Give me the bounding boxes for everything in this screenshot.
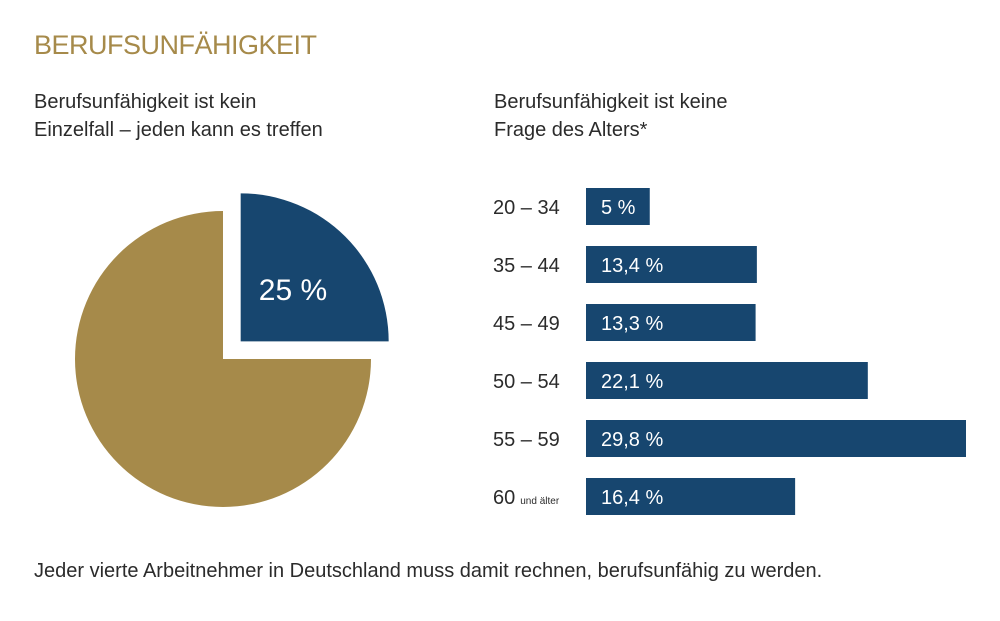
bar-5: [586, 478, 796, 515]
bar-value-label: 29,8 %: [601, 429, 663, 451]
bar-2: [586, 304, 756, 341]
bar-category-label: 35 – 44: [493, 255, 560, 277]
pie-title-line-2: Einzelfall – jeden kann es treffen: [34, 119, 323, 141]
pie-slice-berufsunfähig: [240, 193, 389, 342]
bar-category-label: 50 – 54: [493, 371, 560, 393]
bar-value-label: 16,4 %: [601, 487, 663, 509]
bar-category-suffix: und älter: [520, 496, 560, 507]
bar-category-label: 60 und älter: [493, 487, 560, 509]
pie-chart-title: Berufsunfähigkeit ist kein Einzelfall – …: [34, 88, 323, 144]
bar-chart-title: Berufsunfähigkeit ist keine Frage des Al…: [494, 88, 727, 144]
bar-4: [586, 420, 966, 457]
bar-value-label: 22,1 %: [601, 371, 663, 393]
bar-category-label: 20 – 34: [493, 197, 560, 219]
bar-category-label: 45 – 49: [493, 313, 560, 335]
bar-title-line-1: Berufsunfähigkeit ist keine: [494, 91, 728, 113]
bar-value-label: 5 %: [601, 197, 636, 219]
bar-title-line-2: Frage des Alters*: [494, 119, 648, 141]
bar-value-label: 13,3 %: [601, 313, 663, 335]
bar-value-label: 13,4 %: [601, 255, 663, 277]
bar-3: [586, 362, 868, 399]
pie-slice-rest: [75, 211, 371, 507]
footer-note: Jeder vierte Arbeitnehmer in Deutschland…: [34, 560, 823, 582]
bar-category-label: 55 – 59: [493, 429, 560, 451]
bar-1: [586, 246, 757, 283]
page-title: BERUFSUNFÄHIGKEIT: [34, 30, 317, 60]
pie-title-line-1: Berufsunfähigkeit ist kein: [34, 91, 257, 113]
pie-slice-label: 25 %: [259, 274, 327, 307]
bar-0: [586, 188, 650, 225]
